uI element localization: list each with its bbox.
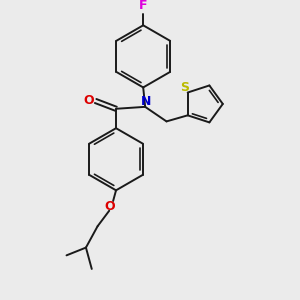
Text: N: N	[141, 94, 151, 107]
Text: F: F	[139, 0, 148, 12]
Text: O: O	[104, 200, 115, 213]
Text: O: O	[83, 94, 94, 106]
Text: S: S	[180, 81, 189, 94]
